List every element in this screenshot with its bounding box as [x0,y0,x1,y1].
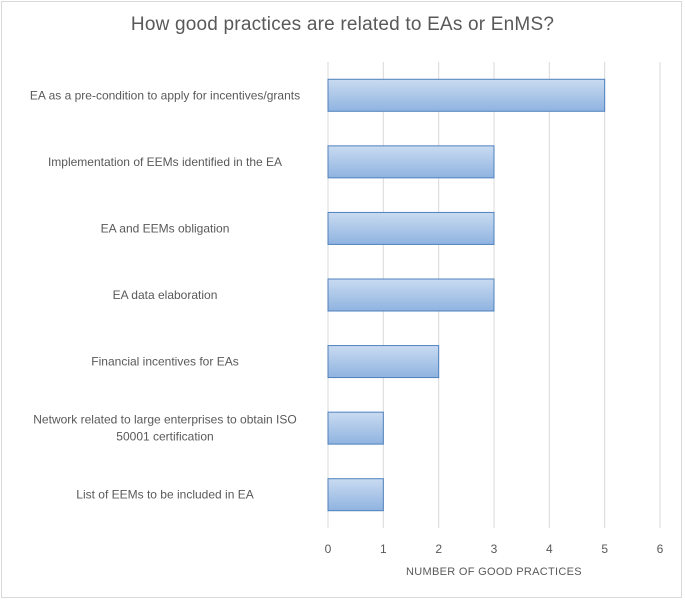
x-tick-label: 0 [325,542,332,556]
x-tick-label: 2 [435,542,442,556]
category-labels: EA as a pre-condition to apply for incen… [30,88,300,501]
bar [327,145,495,179]
x-tick-label: 3 [491,542,498,556]
bar [327,478,384,512]
x-axis-title: NUMBER OF GOOD PRACTICES [406,566,582,578]
x-tick-label: 6 [657,542,664,556]
x-tick-labels: 0 1 2 3 4 5 6 [325,542,664,556]
bar [327,345,440,379]
chart-title: How good practices are related to EAs or… [130,14,555,35]
category-label: Implementation of EEMs identified in the… [48,155,282,169]
category-label: Financial incentives for EAs [91,355,238,369]
bar [327,78,606,112]
category-label: EA data elaboration [113,288,218,302]
category-label: List of EEMs to be included in EA [76,488,253,502]
x-tick-label: 1 [380,542,387,556]
bars [327,78,606,512]
x-tick-label: 5 [601,542,608,556]
bar [327,411,384,445]
category-label: EA as a pre-condition to apply for incen… [30,88,300,102]
bar [327,211,495,245]
bar [327,278,495,312]
category-label: EA and EEMs obligation [101,221,230,235]
x-tick-label: 4 [546,542,553,556]
category-label: Network related to large enterprises to … [33,413,296,444]
